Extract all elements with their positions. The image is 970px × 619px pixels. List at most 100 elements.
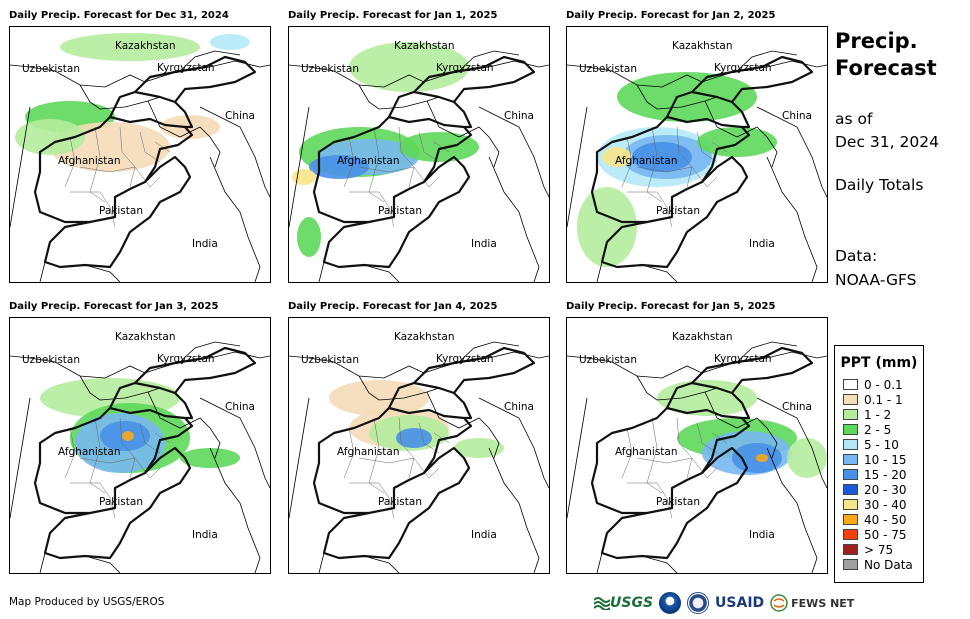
- panel-title: Daily Precip. Forecast for Dec 31, 2024: [9, 10, 229, 21]
- precip-layer: [40, 378, 240, 473]
- map-frame: Kazakhstan Uzbekistan Kyrgyzstan China A…: [566, 26, 828, 283]
- forecast-panel-5: Daily Precip. Forecast for Jan 4, 2025 K…: [288, 301, 550, 574]
- forecast-panel-6: Daily Precip. Forecast for Jan 5, 2025 K…: [566, 301, 828, 574]
- legend-swatch: [843, 559, 858, 570]
- label-kazakhstan: Kazakhstan: [672, 331, 733, 343]
- country-borders: [33, 55, 257, 269]
- label-pakistan: Pakistan: [99, 205, 143, 217]
- map-svg: Kazakhstan Uzbekistan Kyrgyzstan China A…: [10, 331, 270, 573]
- label-china: China: [225, 110, 255, 122]
- label-uzbekistan: Uzbekistan: [579, 354, 637, 366]
- label-india: India: [192, 238, 218, 250]
- label-kazakhstan: Kazakhstan: [394, 40, 455, 52]
- label-uzbekistan: Uzbekistan: [22, 63, 80, 75]
- logo-bar: USGS USAID FEWS NET: [594, 590, 854, 616]
- panel-title: Daily Precip. Forecast for Jan 3, 2025: [9, 301, 219, 312]
- precip-layer: [577, 72, 777, 267]
- label-afghanistan: Afghanistan: [615, 155, 678, 167]
- label-kyrgyzstan: Kyrgyzstan: [714, 353, 772, 365]
- legend-item: 30 - 40: [835, 497, 923, 512]
- precip-area: [602, 147, 632, 167]
- daily-totals-label: Daily Totals: [835, 176, 924, 194]
- legend-item: 50 - 75: [835, 527, 923, 542]
- map-svg: Kazakhstan Uzbekistan Kyrgyzstan China A…: [10, 33, 270, 282]
- label-pakistan: Pakistan: [656, 496, 700, 508]
- precip-area: [297, 217, 321, 257]
- legend-item: 20 - 30: [835, 482, 923, 497]
- precip-area: [180, 448, 240, 468]
- legend-swatch: [843, 379, 858, 390]
- noaa-logo-icon: [659, 592, 682, 614]
- legend-item: No Data: [835, 557, 923, 572]
- panel-title: Daily Precip. Forecast for Jan 5, 2025: [566, 301, 776, 312]
- map-svg: Kazakhstan Uzbekistan Kyrgyzstan China A…: [289, 331, 549, 573]
- fews-text: FEWS NET: [791, 596, 855, 610]
- label-kazakhstan: Kazakhstan: [115, 40, 176, 52]
- label-afghanistan: Afghanistan: [615, 446, 678, 458]
- precip-area: [210, 34, 250, 50]
- legend-label: 40 - 50: [864, 512, 907, 527]
- legend-label: 30 - 40: [864, 497, 907, 512]
- forecast-panel-1: Daily Precip. Forecast for Dec 31, 2024 …: [9, 10, 271, 283]
- map-frame: Kazakhstan Uzbekistan Kyrgyzstan China A…: [9, 26, 271, 283]
- precip-area: [15, 119, 85, 155]
- map-svg: Kazakhstan Uzbekistan Kyrgyzstan China A…: [289, 40, 549, 282]
- label-uzbekistan: Uzbekistan: [579, 63, 637, 75]
- data-line-2: NOAA-GFS: [835, 271, 917, 289]
- precip-area: [396, 428, 432, 448]
- country-borders: [33, 346, 257, 560]
- usaid-logo: USAID: [715, 595, 765, 611]
- country-borders: [312, 55, 536, 269]
- credit-text: Map Produced by USGS/EROS: [9, 596, 165, 608]
- legend-title: PPT (mm): [840, 355, 918, 371]
- label-kyrgyzstan: Kyrgyzstan: [157, 62, 215, 74]
- forecast-title: Precip. Forecast: [835, 28, 937, 82]
- label-china: China: [782, 401, 812, 413]
- label-china: China: [782, 110, 812, 122]
- usgs-wave-icon: [594, 597, 610, 610]
- precip-area: [657, 380, 757, 416]
- label-kyrgyzstan: Kyrgyzstan: [714, 62, 772, 74]
- doi-seal-icon: [687, 592, 710, 614]
- precip-layer: [657, 380, 827, 478]
- precip-layer: [292, 42, 479, 257]
- label-afghanistan: Afghanistan: [337, 446, 400, 458]
- label-afghanistan: Afghanistan: [58, 155, 121, 167]
- label-china: China: [225, 401, 255, 413]
- title-line-2: Forecast: [835, 56, 937, 80]
- label-kyrgyzstan: Kyrgyzstan: [157, 353, 215, 365]
- precip-area: [399, 132, 479, 162]
- precip-area: [349, 42, 469, 92]
- panel-title: Daily Precip. Forecast for Jan 1, 2025: [288, 10, 498, 21]
- legend-swatch: [843, 394, 858, 405]
- map-svg: Kazakhstan Uzbekistan Kyrgyzstan China A…: [567, 331, 827, 573]
- label-china: China: [504, 110, 534, 122]
- label-india: India: [192, 529, 218, 541]
- legend-item: 40 - 50: [835, 512, 923, 527]
- label-kyrgyzstan: Kyrgyzstan: [436, 353, 494, 365]
- map-frame: Kazakhstan Uzbekistan Kyrgyzstan China A…: [566, 317, 828, 574]
- map-frame: Kazakhstan Uzbekistan Kyrgyzstan China A…: [288, 317, 550, 574]
- panel-title: Daily Precip. Forecast for Jan 4, 2025: [288, 301, 498, 312]
- legend-swatch: [843, 454, 858, 465]
- map-frame: Kazakhstan Uzbekistan Kyrgyzstan China A…: [9, 317, 271, 574]
- precip-area: [756, 454, 768, 462]
- precip-area: [787, 438, 827, 478]
- legend-label: 50 - 75: [864, 527, 907, 542]
- legend-item: 1 - 2: [835, 407, 923, 422]
- legend-label: No Data: [864, 557, 913, 572]
- legend-label: > 75: [864, 542, 894, 557]
- label-pakistan: Pakistan: [378, 205, 422, 217]
- forecast-panel-4: Daily Precip. Forecast for Jan 3, 2025 K…: [9, 301, 271, 574]
- legend-swatch: [843, 529, 858, 540]
- legend-item: 10 - 15: [835, 452, 923, 467]
- legend-swatch: [843, 409, 858, 420]
- label-uzbekistan: Uzbekistan: [301, 354, 359, 366]
- map-frame: Kazakhstan Uzbekistan Kyrgyzstan China A…: [288, 26, 550, 283]
- label-uzbekistan: Uzbekistan: [22, 354, 80, 366]
- legend-label: 10 - 15: [864, 452, 907, 467]
- label-kyrgyzstan: Kyrgyzstan: [436, 62, 494, 74]
- precip-area: [329, 380, 429, 416]
